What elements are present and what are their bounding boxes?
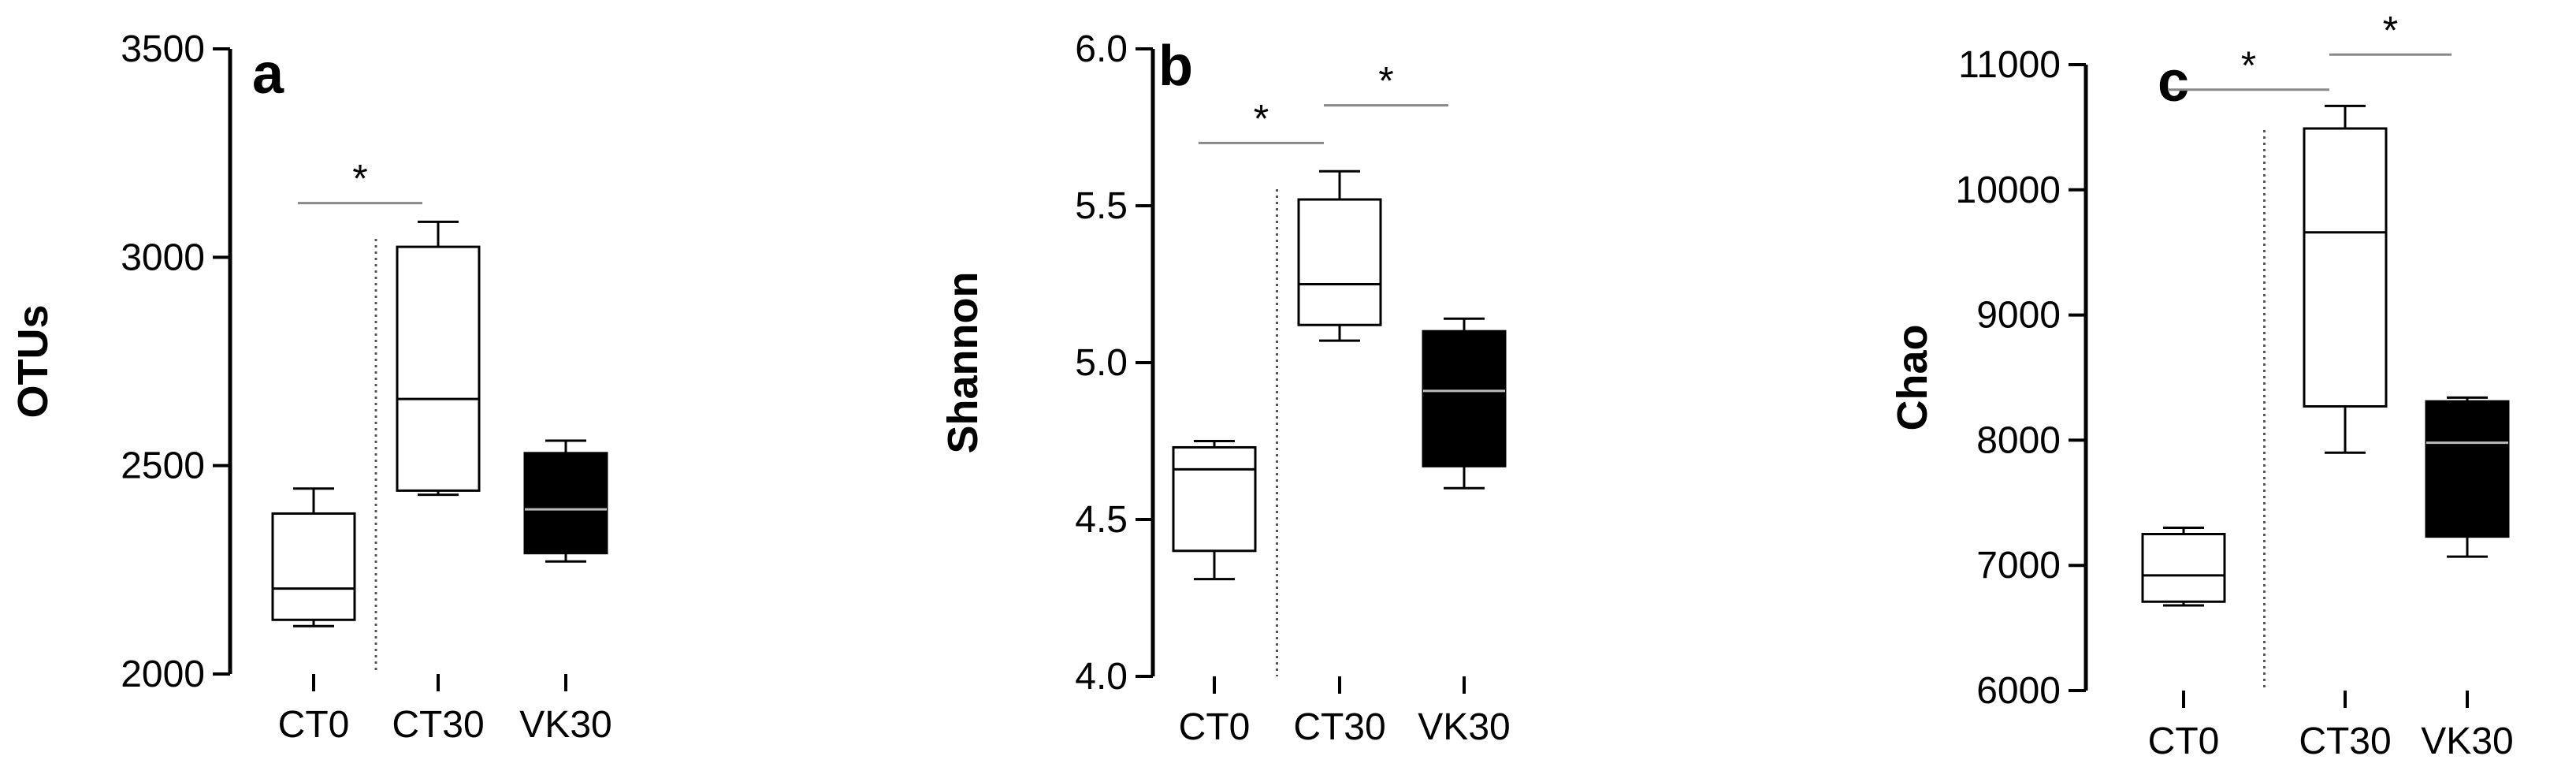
panel-c: 6000 7000 8000 9000 10000 11000 Chao c CT0 CT30 VK… <box>1889 8 2514 762</box>
box-ct0 <box>2141 527 2226 607</box>
y-tick-label: 4.0 <box>1075 656 1128 698</box>
iqr-box <box>523 452 608 555</box>
iqr-box <box>1422 330 1507 467</box>
x-tick-label: VK30 <box>2421 721 2513 762</box>
y-axis-label: OTUs <box>9 304 57 418</box>
y-tick-label: 8000 <box>1976 419 2061 461</box>
panel-letter: a <box>252 43 284 106</box>
y-tick-label: 4.5 <box>1075 499 1128 541</box>
y-axis-label: Shannon <box>939 272 987 454</box>
significance-star: * <box>1378 59 1393 103</box>
box-vk30 <box>523 439 608 563</box>
y-tick-label: 2000 <box>121 654 205 695</box>
y-tick-label: 7000 <box>1976 545 2061 586</box>
x-tick-label: CT0 <box>2148 721 2220 762</box>
x-tick-label: CT0 <box>278 704 350 746</box>
box-vk30 <box>2425 396 2510 558</box>
iqr-box <box>2425 400 2510 538</box>
significance-star: * <box>2241 43 2256 88</box>
iqr-box <box>1297 198 1382 326</box>
box-ct30 <box>1297 169 1382 342</box>
x-tick-label: CT30 <box>392 704 484 746</box>
x-tick-label: CT30 <box>2299 721 2391 762</box>
significance-star: * <box>2383 8 2398 52</box>
box-ct30 <box>396 220 481 497</box>
y-tick-label: 2500 <box>121 445 205 487</box>
iqr-box <box>396 245 481 492</box>
x-tick-label: VK30 <box>519 704 611 746</box>
y-tick-label: 5.5 <box>1075 185 1128 227</box>
y-tick-label: 3000 <box>121 236 205 278</box>
box-ct30 <box>2303 104 2388 454</box>
x-tick-label: CT0 <box>1179 706 1251 748</box>
box-ct0 <box>271 487 356 627</box>
panel-letter: c <box>2158 50 2189 114</box>
significance-star: * <box>1254 96 1269 140</box>
x-tick-label: CT30 <box>1293 706 1385 748</box>
y-axis-label: Chao <box>1889 325 1936 431</box>
y-tick-label: 11000 <box>1958 44 2061 86</box>
panel-a: 2000 2500 3000 3500 OTUs a CT0 CT30 VK30 * <box>9 28 612 746</box>
y-tick-label: 9000 <box>1976 295 2061 337</box>
iqr-box <box>1172 445 1257 553</box>
iqr-box <box>2141 533 2226 603</box>
y-tick-label: 10000 <box>1956 169 2061 211</box>
y-tick-label: 5.0 <box>1075 342 1128 384</box>
y-tick-label: 6.0 <box>1075 28 1128 70</box>
panel-b: 4.0 4.5 5.0 5.5 6.0 Shannon b CT0 CT30 VK30 * * <box>939 28 1511 748</box>
box-vk30 <box>1422 317 1507 490</box>
iqr-box <box>271 512 356 621</box>
box-ct0 <box>1172 440 1257 581</box>
x-tick-label: VK30 <box>1418 706 1510 748</box>
y-tick-label: 6000 <box>1976 670 2061 712</box>
iqr-box <box>2303 127 2388 408</box>
panel-letter: b <box>1158 35 1193 98</box>
y-tick-label: 3500 <box>121 28 205 70</box>
significance-star: * <box>352 157 367 201</box>
